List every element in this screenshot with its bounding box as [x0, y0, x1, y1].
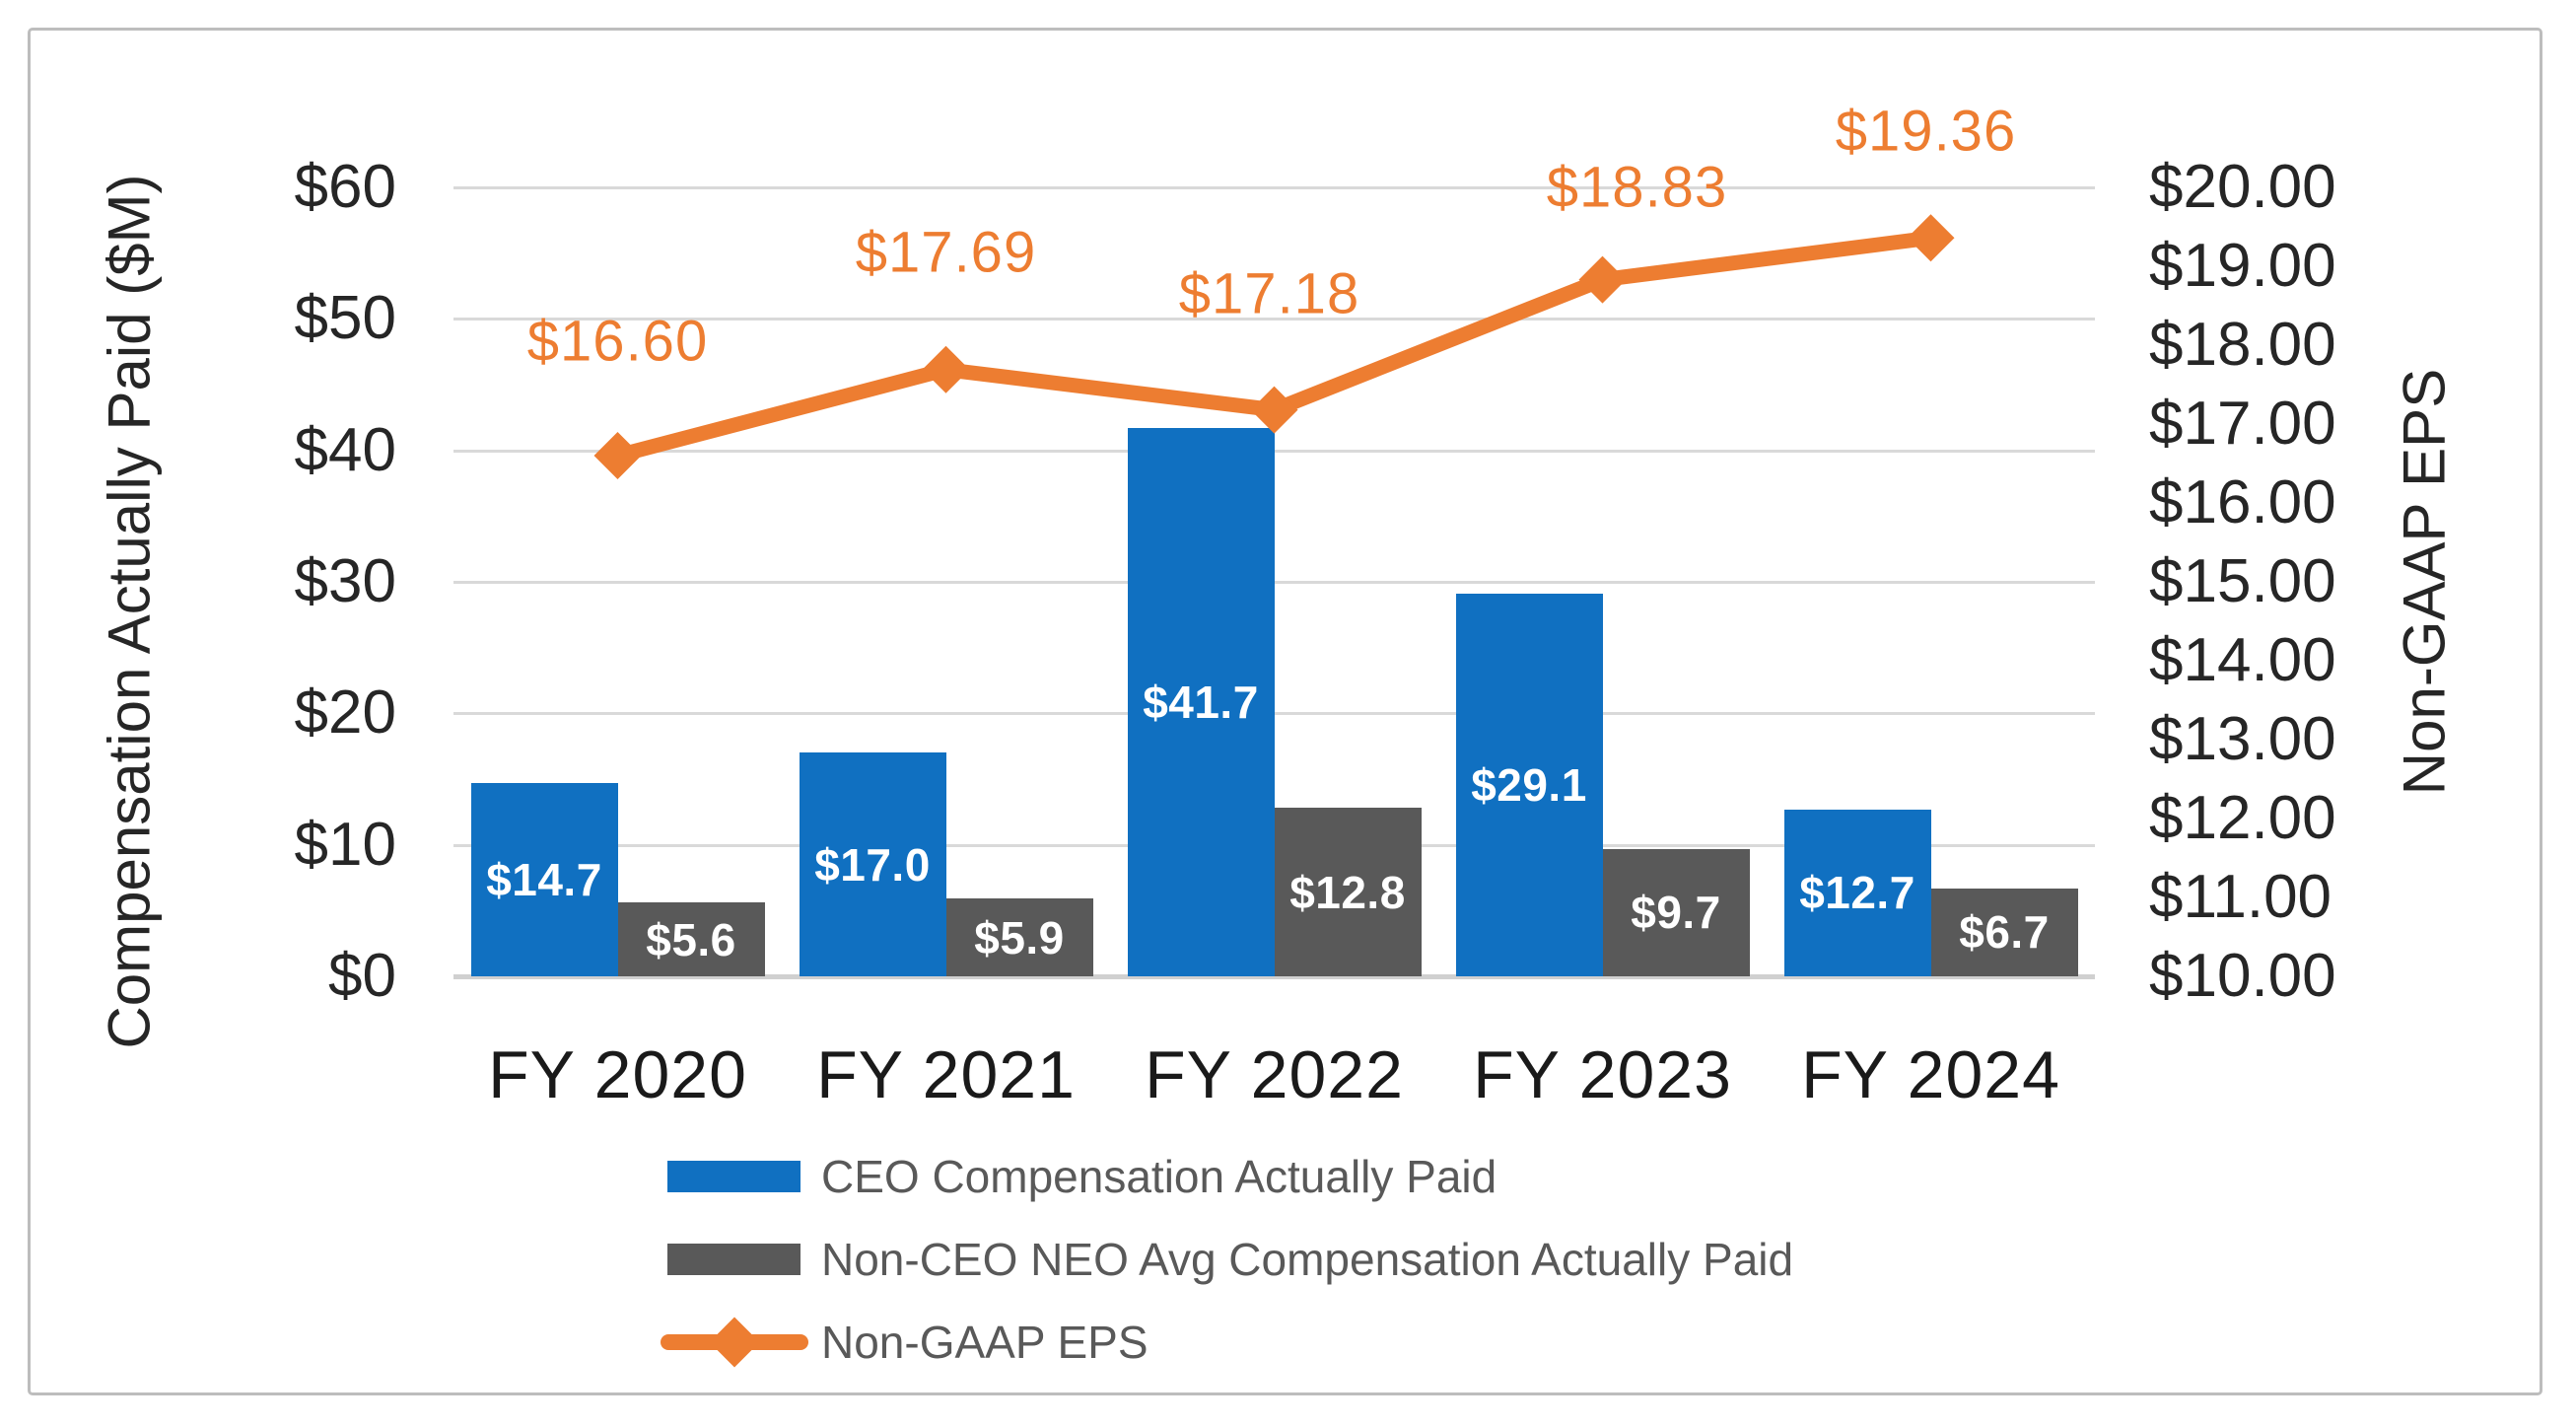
gridline	[453, 186, 2095, 189]
x-axis-label: FY 2022	[1145, 1037, 1404, 1112]
left-axis-tick: $10	[294, 810, 396, 879]
gridline	[453, 581, 2095, 584]
bar-value-label: $5.6	[646, 913, 736, 965]
eps-diamond-marker	[1250, 386, 1298, 434]
eps-data-label: $17.18	[1178, 261, 1360, 326]
right-axis-tick: $14.00	[2149, 626, 2336, 694]
right-axis-tick: $18.00	[2149, 311, 2336, 379]
gridline	[453, 318, 2095, 321]
right-axis-tick: $16.00	[2149, 468, 2336, 536]
bar-value-label: $12.7	[1799, 867, 1915, 919]
bar-value-label: $41.7	[1143, 677, 1259, 728]
right-axis-tick: $19.00	[2149, 232, 2336, 300]
bar-non-ceo-neo-compensation: $6.7	[1930, 888, 2078, 976]
right-axis-tick: $12.00	[2149, 784, 2336, 852]
bar-ceo-compensation: $14.7	[470, 783, 618, 976]
bar-value-label: $29.1	[1471, 759, 1587, 811]
eps-data-label: $19.36	[1835, 99, 2017, 164]
bar-non-ceo-neo-compensation: $5.6	[617, 902, 765, 976]
left-axis-tick: $50	[294, 284, 396, 353]
right-axis-tick: $13.00	[2149, 705, 2336, 773]
x-axis-line	[453, 974, 2095, 979]
chart-border-frame	[28, 28, 2542, 1395]
eps-data-label: $17.69	[855, 220, 1037, 285]
bar-value-label: $5.9	[974, 911, 1065, 963]
bar-non-ceo-neo-compensation: $12.8	[1274, 808, 1422, 976]
right-axis-tick: $11.00	[2149, 863, 2332, 931]
bar-non-ceo-neo-compensation: $5.9	[945, 898, 1093, 976]
bar-ceo-compensation: $41.7	[1127, 428, 1275, 976]
right-axis-tick: $17.00	[2149, 390, 2336, 458]
right-axis-tick: $20.00	[2149, 153, 2336, 221]
eps-diamond-marker	[1578, 255, 1627, 304]
eps-data-label: $16.60	[526, 309, 709, 374]
legend-label: CEO Compensation Actually Paid	[821, 1151, 1497, 1202]
bar-non-ceo-neo-compensation: $9.7	[1602, 848, 1750, 976]
bar-value-label: $12.8	[1289, 866, 1406, 918]
right-axis-tick: $15.00	[2149, 547, 2336, 615]
left-axis-tick: $60	[294, 153, 396, 221]
left-axis-tick: $0	[328, 942, 396, 1010]
bar-ceo-compensation: $12.7	[1783, 809, 1931, 976]
bar-ceo-compensation: $29.1	[1455, 594, 1603, 976]
eps-diamond-marker	[922, 345, 970, 393]
bar-ceo-compensation: $17.0	[799, 752, 946, 976]
gridline	[453, 712, 2095, 716]
x-axis-label: FY 2024	[1801, 1037, 2060, 1112]
left-axis-title: Compensation Actually Paid ($M)	[96, 174, 163, 1049]
left-axis-tick: $40	[294, 415, 396, 484]
legend-label: Non-GAAP EPS	[821, 1317, 1149, 1368]
right-axis-title: Non-GAAP EPS	[2391, 368, 2458, 796]
x-axis-label: FY 2021	[816, 1037, 1076, 1112]
gridline	[453, 449, 2095, 453]
bar-value-label: $6.7	[1959, 906, 2050, 959]
right-axis-tick: $10.00	[2149, 942, 2336, 1010]
bar-value-label: $9.7	[1631, 887, 1721, 939]
legend-swatch-ceo-compensation	[667, 1161, 801, 1192]
legend-label: Non-CEO NEO Avg Compensation Actually Pa…	[821, 1234, 1794, 1285]
eps-diamond-marker	[1907, 214, 1955, 262]
bar-value-label: $17.0	[814, 838, 931, 891]
legend-swatch-non-ceo-neo-compensation	[667, 1244, 801, 1275]
eps-diamond-marker	[593, 432, 642, 479]
eps-data-label: $18.83	[1546, 155, 1728, 220]
bar-value-label: $14.7	[486, 854, 602, 905]
x-axis-label: FY 2020	[488, 1037, 747, 1112]
left-axis-tick: $20	[294, 678, 396, 748]
x-axis-label: FY 2023	[1473, 1037, 1732, 1112]
left-axis-tick: $30	[294, 547, 396, 615]
